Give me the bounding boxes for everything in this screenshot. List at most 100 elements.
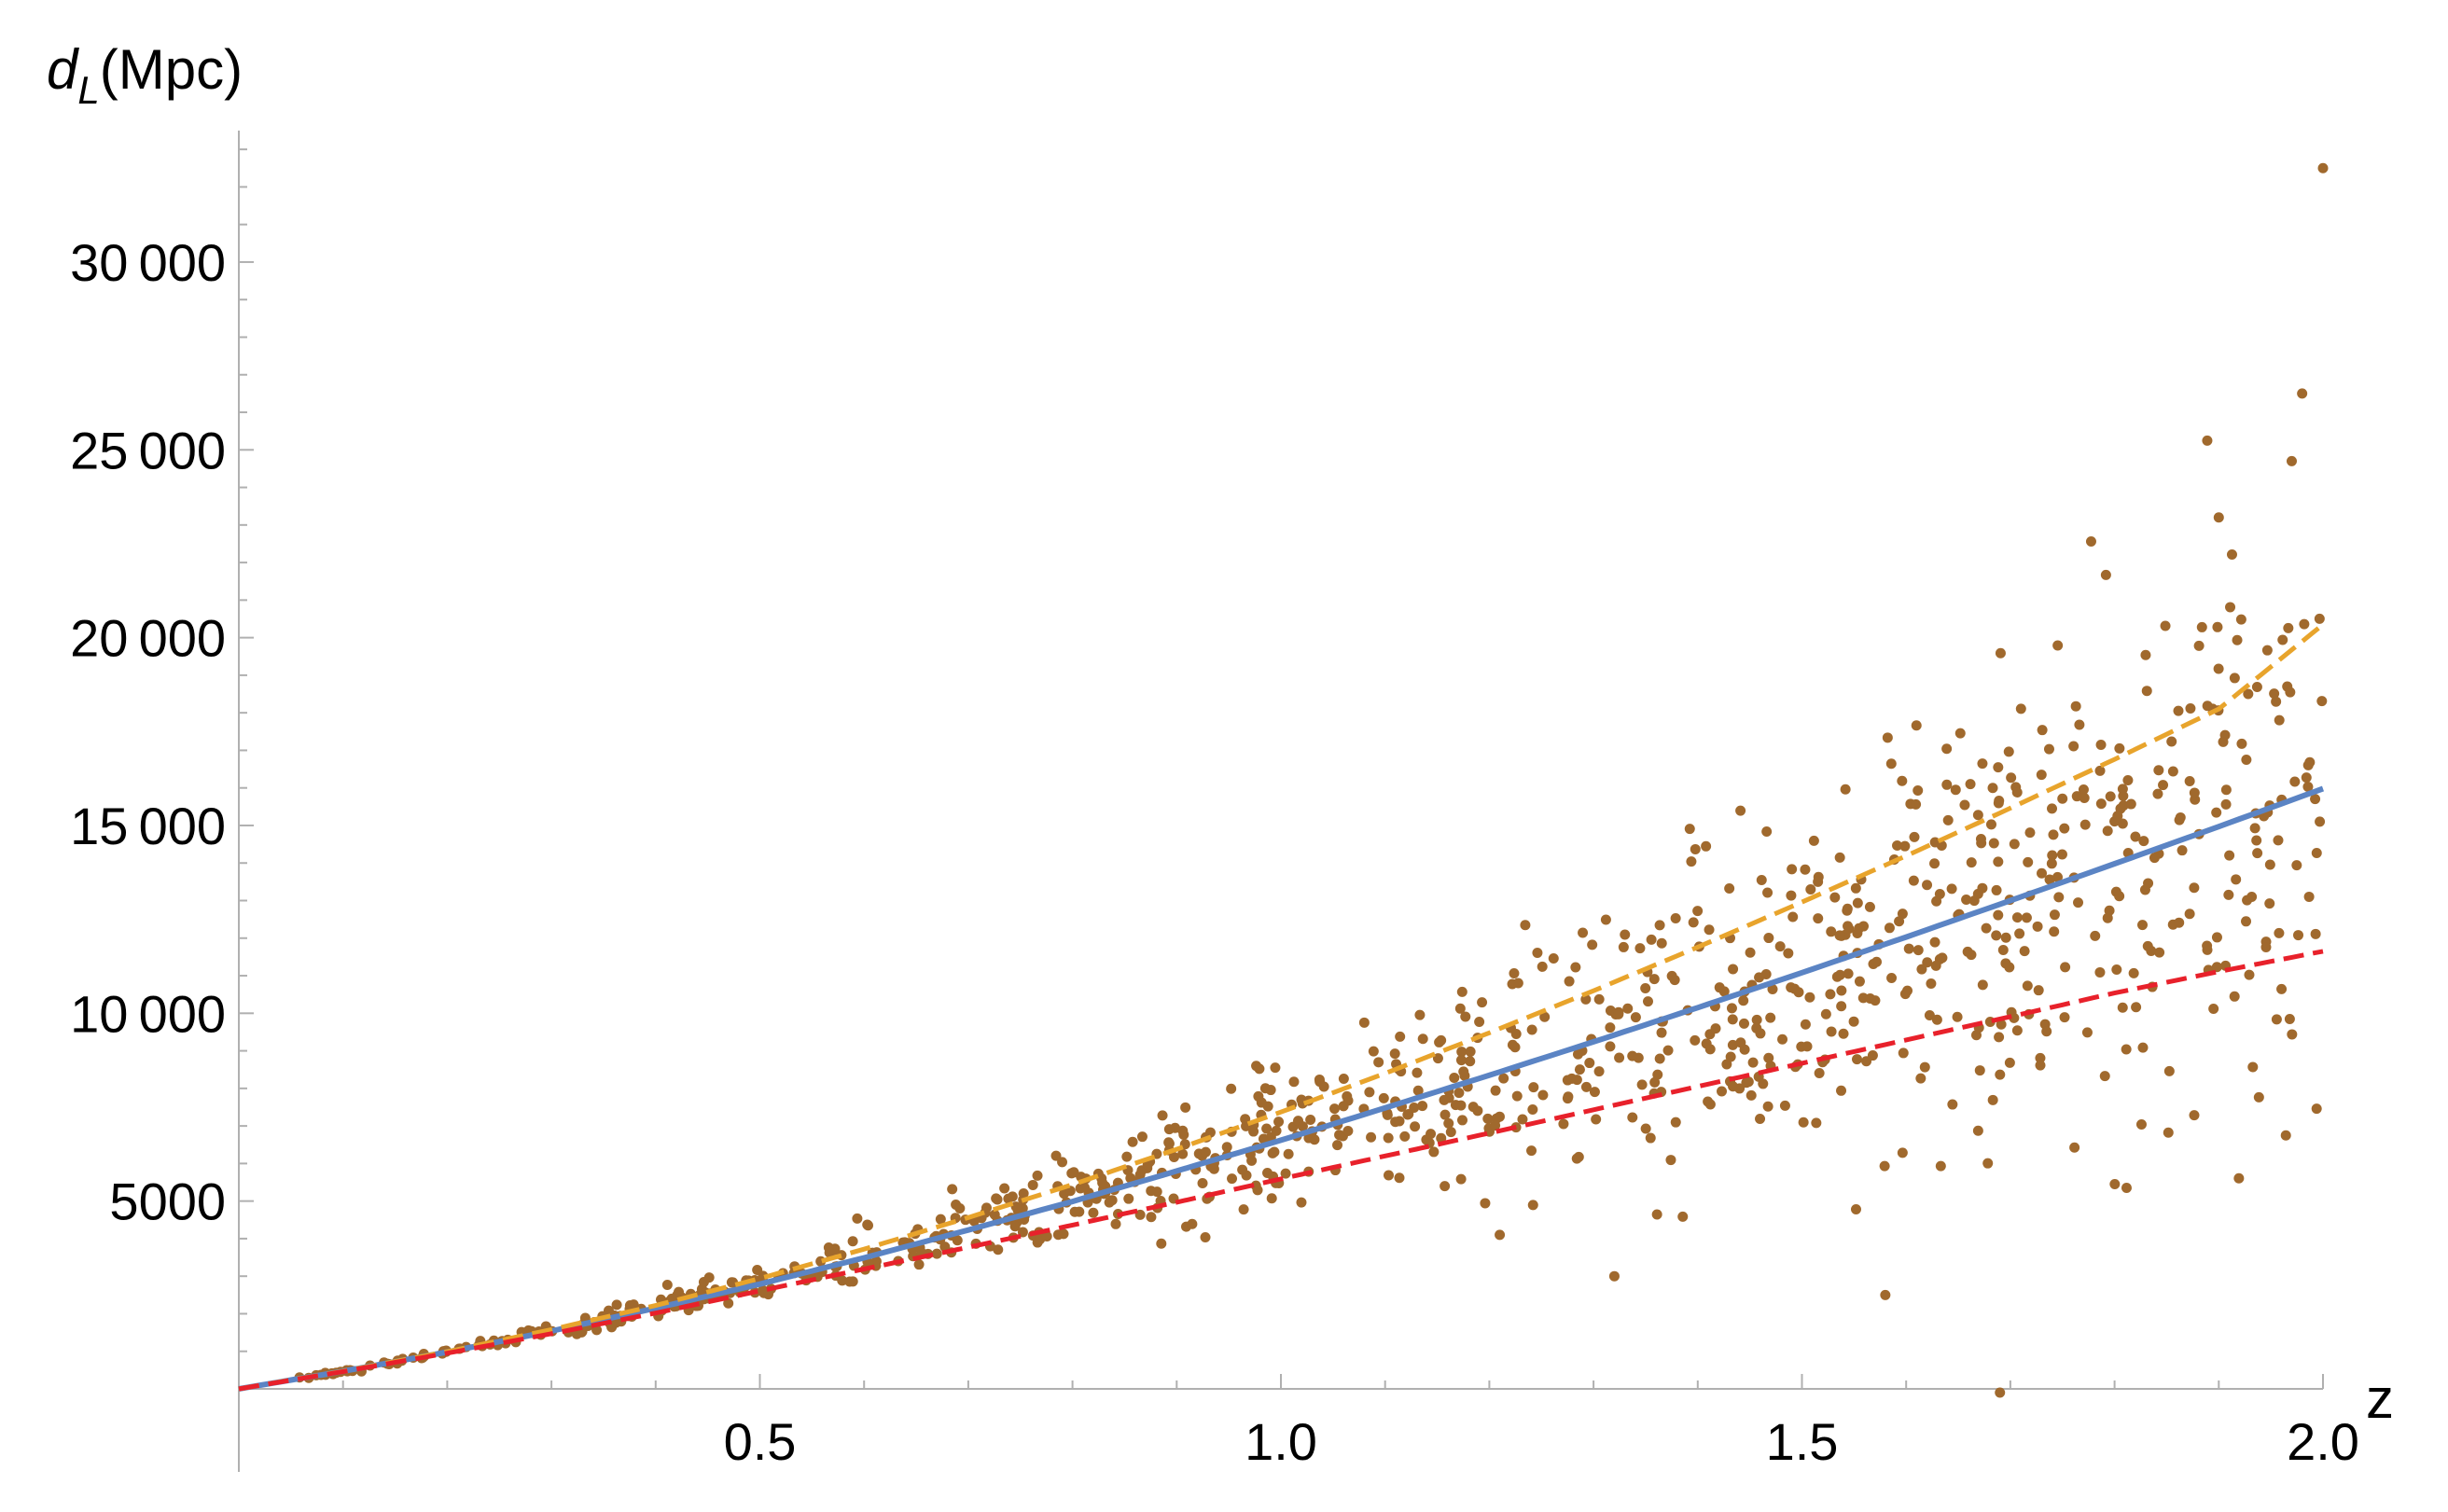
scatter-point — [1460, 1011, 1471, 1022]
scatter-point — [2137, 1042, 2149, 1053]
scatter-point — [2047, 803, 2058, 814]
scatter-point — [1947, 1099, 1958, 1110]
scatter-point — [2236, 738, 2247, 749]
scatter-point — [1018, 1188, 1029, 1200]
scatter-point — [1528, 1082, 1539, 1093]
scatter-point — [1892, 839, 1903, 851]
scatter-point — [1157, 1110, 1168, 1121]
scatter-point — [2314, 613, 2325, 624]
scatter-point — [1237, 1164, 1248, 1175]
scatter-point — [1993, 856, 2004, 867]
scatter-point — [1966, 857, 1977, 868]
scatter-point — [1338, 1074, 1349, 1085]
scatter-point — [2243, 688, 2254, 700]
scatter-point — [1412, 1085, 1424, 1096]
scatter-point — [2102, 912, 2113, 923]
scatter-point — [1991, 884, 2002, 895]
scatter-point — [1440, 1181, 1451, 1192]
scatter-point — [2128, 967, 2139, 978]
scatter-point — [1454, 1088, 1465, 1099]
scatter-point — [1238, 1204, 1249, 1215]
scatter-point — [2301, 772, 2312, 784]
scatter-point — [1851, 1054, 1862, 1065]
scatter-point — [1412, 1067, 1423, 1078]
scatter-point — [1527, 1104, 1538, 1116]
scatter-point — [1688, 917, 1699, 928]
scatter-point — [1692, 906, 1704, 917]
scatter-point — [1931, 1014, 1942, 1025]
scatter-point — [2160, 620, 2171, 631]
scatter-point — [1717, 1086, 1728, 1097]
scatter-point — [1994, 1032, 2005, 1043]
scatter-point — [2285, 687, 2296, 698]
scatter-point — [1069, 1206, 1080, 1217]
scatter-point — [2185, 702, 2196, 714]
scatter-point — [1254, 1063, 1265, 1075]
scatter-point — [1088, 1207, 1099, 1218]
scatter-point — [723, 1297, 734, 1309]
scatter-point — [1410, 1121, 1421, 1132]
scatter-point — [1974, 1065, 1985, 1076]
scatter-point — [1993, 762, 2004, 773]
scatter-point — [1761, 826, 1773, 838]
scatter-point — [1646, 934, 1657, 945]
scatter-point — [1987, 783, 1998, 794]
scatter-point — [1755, 1114, 1766, 1125]
scatter-point — [1439, 1094, 1450, 1105]
scatter-point — [1027, 1179, 1038, 1190]
scatter-point — [2223, 889, 2234, 900]
scatter-point — [2284, 1014, 2295, 1025]
scatter-point — [1368, 1046, 1379, 1057]
scatter-point — [2271, 696, 2282, 707]
scatter-point — [1865, 993, 1876, 1005]
scatter-point — [1270, 1062, 1281, 1074]
scatter-point — [1919, 1061, 1930, 1073]
scatter-point — [2274, 927, 2285, 938]
scatter-point — [1981, 922, 1992, 934]
scatter-point — [2310, 928, 2321, 939]
scatter-point — [1134, 1169, 1146, 1180]
scatter-point — [1840, 784, 1851, 795]
scatter-point — [1266, 1193, 1277, 1204]
scatter-point — [2140, 649, 2151, 660]
scatter-point — [2136, 920, 2148, 931]
scatter-point — [2037, 867, 2048, 879]
scatter-point — [2032, 921, 2043, 932]
scatter-point — [2251, 835, 2262, 846]
scatter-point — [1786, 982, 1797, 993]
scatter-point — [1127, 1136, 1138, 1147]
scatter-point — [1068, 1167, 1079, 1178]
scatter-point — [2175, 811, 2186, 823]
scatter-point — [1050, 1150, 1062, 1161]
scatter-point — [1670, 913, 1681, 924]
scatter-point — [2036, 770, 2047, 781]
y-axis-title-main: d — [47, 38, 79, 101]
scatter-point — [1636, 1079, 1648, 1090]
scatter-point — [1593, 1066, 1605, 1077]
scatter-point — [2241, 916, 2252, 927]
scatter-point — [2000, 958, 2011, 969]
scatter-point — [2114, 891, 2125, 902]
scatter-point — [1394, 1116, 1405, 1127]
scatter-point — [1297, 1121, 1308, 1132]
scatter-point — [2121, 1044, 2132, 1055]
scatter-point — [1474, 1016, 1485, 1027]
scatter-point — [2311, 848, 2322, 859]
scatter-point — [1221, 1142, 1232, 1153]
scatter-point — [824, 1247, 835, 1258]
x-tick-label: 1.5 — [1766, 1412, 1839, 1471]
scatter-point — [1735, 1037, 1746, 1048]
scatter-point — [1517, 1114, 1528, 1125]
scatter-point — [2184, 775, 2195, 786]
scatter-point — [2249, 823, 2260, 834]
scatter-point — [1455, 1055, 1467, 1066]
scatter-point — [2095, 739, 2107, 750]
scatter-point — [1899, 989, 1911, 1000]
scatter-point — [2044, 874, 2055, 885]
scatter-point — [628, 1299, 639, 1311]
scatter-point — [2043, 743, 2054, 755]
scatter-point — [1648, 974, 1660, 985]
scatter-points — [294, 162, 2329, 1398]
scatter-point — [1332, 1140, 1343, 1151]
scatter-point — [1146, 1212, 1157, 1223]
